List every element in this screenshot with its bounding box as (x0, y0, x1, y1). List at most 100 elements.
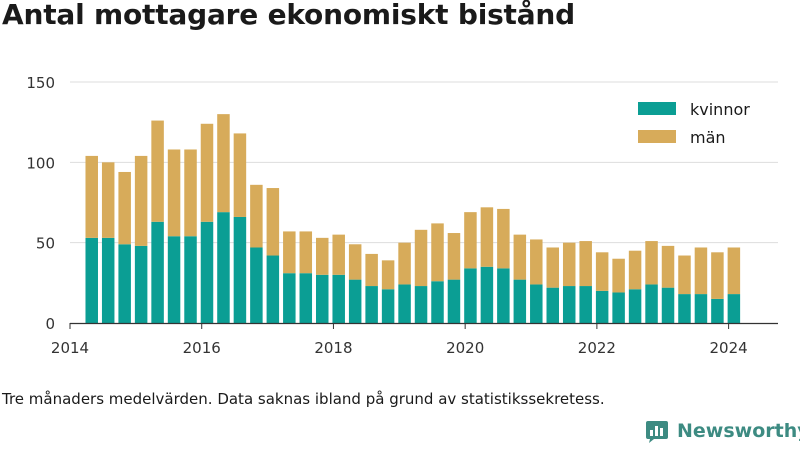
legend-label: män (690, 128, 726, 147)
x-tick-label: 2022 (578, 339, 616, 357)
bar-man (645, 241, 658, 285)
bar-man (299, 231, 313, 274)
bars (85, 114, 741, 323)
bar-man (167, 149, 181, 237)
chart-title: Antal mottagare ekonomiskt bistånd (2, 0, 576, 31)
bar-kvinnor (595, 290, 609, 323)
bar-man (562, 242, 576, 287)
y-tick-label: 150 (26, 74, 55, 92)
bar-kvinnor (85, 237, 98, 323)
bar-kvinnor (579, 286, 592, 323)
bar-man (134, 155, 148, 246)
bar-kvinnor (464, 268, 477, 323)
bar-kvinnor (727, 294, 741, 323)
bar-kvinnor (562, 286, 576, 323)
bar-kvinnor (414, 286, 428, 323)
bar-kvinnor (101, 237, 115, 323)
bar-kvinnor (233, 216, 247, 323)
bar-kvinnor (530, 284, 543, 323)
bar-man (118, 171, 131, 245)
x-axis-ticks: 2014 2016 2018 2020 2022 2024 (51, 323, 748, 357)
bar-kvinnor (200, 221, 214, 323)
bar-kvinnor (134, 245, 148, 323)
newsworthy-logo-icon (646, 421, 668, 443)
y-tick-label: 50 (36, 235, 55, 253)
chart-caption: Tre månaders medelvärden. Data saknas ib… (2, 390, 605, 408)
bar-man (595, 252, 609, 291)
bar-man (628, 250, 642, 290)
bar-kvinnor (151, 221, 164, 323)
y-axis-ticks: 0 50 100 150 (26, 74, 55, 333)
bar-kvinnor (332, 274, 345, 323)
bar-man (711, 252, 724, 299)
bar-kvinnor (299, 273, 313, 323)
bar-kvinnor (283, 273, 296, 323)
legend-swatch (638, 130, 676, 143)
bar-kvinnor (184, 236, 197, 323)
bar-man (233, 133, 247, 217)
x-tick-label: 2018 (314, 339, 352, 357)
bar-man (546, 247, 560, 288)
bar-man (694, 247, 708, 295)
bar-kvinnor (167, 236, 181, 323)
bar-man (283, 231, 296, 274)
bar-man (315, 237, 329, 275)
bar-kvinnor (513, 279, 527, 323)
bar-man (414, 229, 428, 287)
bar-man (200, 123, 214, 222)
bar-man (727, 247, 741, 295)
bar-man (513, 234, 527, 280)
bar-kvinnor (266, 255, 280, 323)
bar-man (217, 114, 230, 213)
bar-man (101, 162, 115, 238)
bar-kvinnor (546, 287, 560, 323)
bar-man (250, 184, 263, 248)
bar-man (612, 258, 625, 293)
bar-kvinnor (711, 298, 724, 323)
bar-kvinnor (612, 292, 625, 323)
y-tick-label: 100 (26, 154, 55, 172)
bar-kvinnor (694, 294, 708, 323)
bar-man (266, 188, 280, 256)
bar-man (497, 208, 510, 269)
bar-kvinnor (447, 279, 461, 323)
legend-label: kvinnor (690, 100, 750, 119)
bar-man (381, 260, 395, 290)
bar-man (348, 244, 362, 280)
bar-kvinnor (645, 284, 658, 323)
bar-kvinnor (217, 212, 230, 323)
x-tick-label: 2020 (446, 339, 484, 357)
bar-kvinnor (315, 274, 329, 323)
x-tick-label: 2014 (51, 339, 89, 357)
bar-man (431, 223, 444, 282)
bar-man (480, 207, 494, 267)
bar-kvinnor (678, 294, 691, 323)
bar-man (151, 120, 164, 222)
bar-kvinnor (250, 247, 263, 323)
x-tick-label: 2016 (183, 339, 221, 357)
y-tick-label: 0 (45, 315, 55, 333)
bar-kvinnor (480, 266, 494, 323)
bar-kvinnor (497, 268, 510, 323)
bar-kvinnor (398, 284, 411, 323)
bar-man (464, 212, 477, 269)
bar-kvinnor (661, 287, 675, 323)
bar-kvinnor (431, 281, 444, 323)
brand-logo: Newsworthy (645, 419, 800, 443)
bar-man (365, 253, 378, 287)
bar-kvinnor (348, 279, 362, 323)
bar-man (661, 245, 675, 288)
bar-kvinnor (118, 244, 131, 323)
bar-man (85, 155, 98, 238)
bar-kvinnor (628, 289, 642, 323)
bar-kvinnor (381, 289, 395, 323)
brand-name: Newsworthy (677, 420, 800, 442)
bar-man (184, 149, 197, 237)
legend: kvinnor män (638, 100, 750, 147)
bar-man (678, 255, 691, 295)
bar-man (332, 234, 345, 275)
bar-kvinnor (365, 286, 378, 323)
bar-man (398, 242, 411, 285)
bar-man (579, 241, 592, 287)
bar-man (447, 233, 461, 280)
